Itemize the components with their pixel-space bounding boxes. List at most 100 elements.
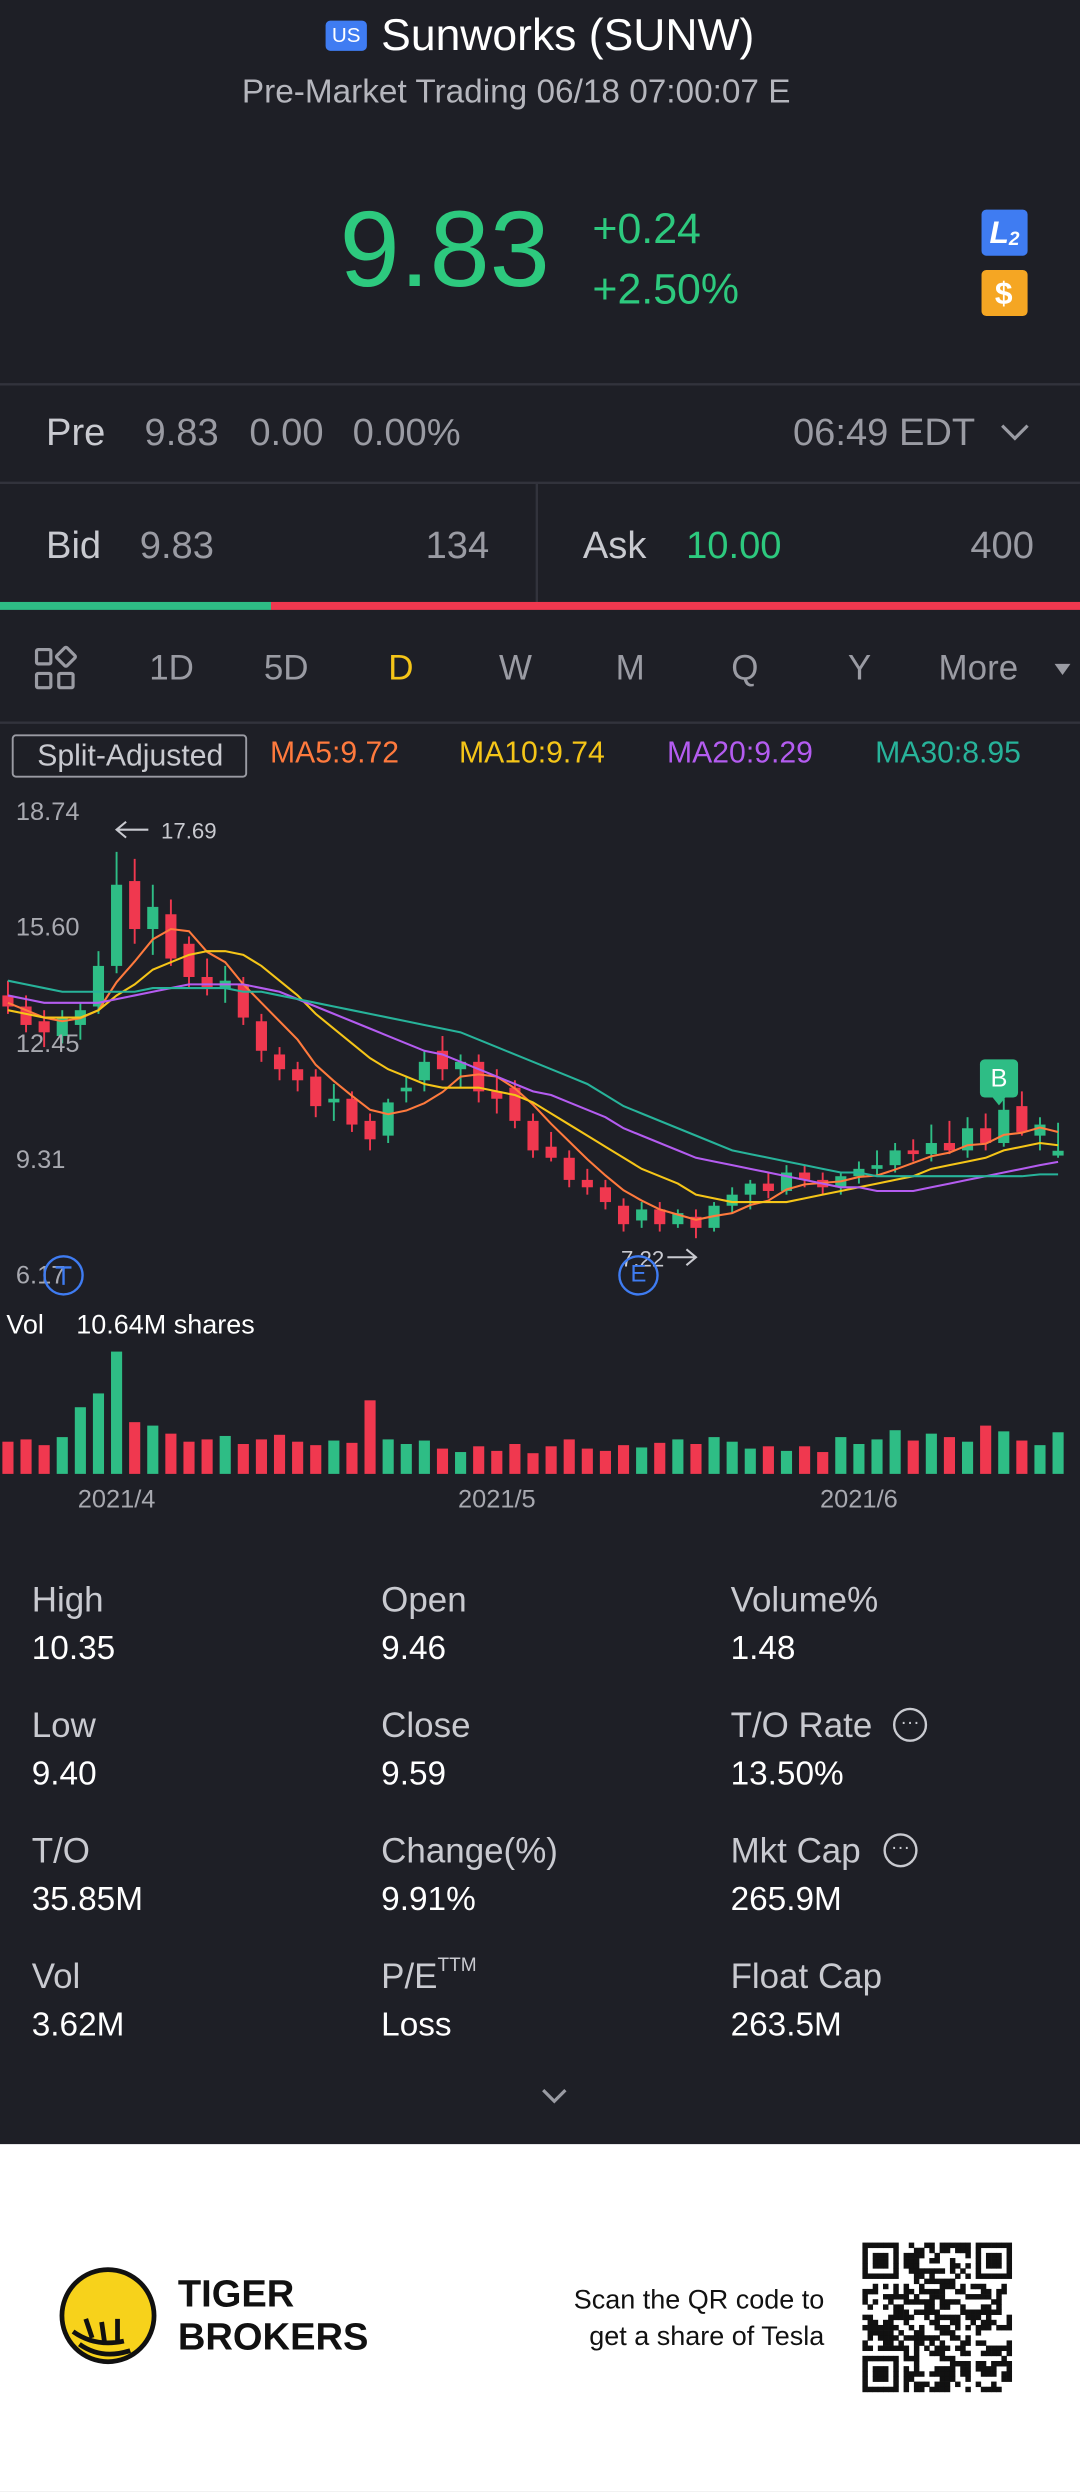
- info-icon[interactable]: [883, 1833, 918, 1868]
- qr-cell: [883, 2386, 889, 2393]
- candle-body: [889, 1150, 901, 1166]
- qr-cell: [867, 2386, 874, 2393]
- qr-cell: [1001, 2283, 1007, 2290]
- volume-bar: [273, 1434, 286, 1474]
- qr-cell: [939, 2371, 946, 2377]
- volume-bar: [400, 1443, 412, 1474]
- qr-cell: [934, 2288, 940, 2295]
- event-marker-icon[interactable]: [55, 1266, 72, 1285]
- volume-bar: [726, 1441, 738, 1474]
- split-badge[interactable]: Split-Adjusted: [37, 740, 223, 773]
- qr-cell: [862, 2299, 868, 2305]
- period-tab[interactable]: M: [616, 648, 645, 687]
- background: [0, 0, 1080, 2144]
- volume-bar: [762, 1446, 774, 1474]
- more-arrow[interactable]: [1054, 663, 1071, 675]
- qr-cell: [893, 2335, 899, 2341]
- qr-cell: [888, 2273, 894, 2279]
- volume-bar: [817, 1452, 829, 1474]
- qr-cell: [975, 2324, 982, 2331]
- buy-marker-bg[interactable]: [979, 1059, 1019, 1098]
- pre-price: 9.83: [145, 412, 219, 454]
- volume-bar: [183, 1441, 195, 1474]
- qr-cell: [862, 2273, 868, 2279]
- period-tab[interactable]: W: [499, 648, 532, 687]
- qr-cell: [877, 2376, 884, 2382]
- qr-cell: [893, 2386, 899, 2393]
- level2-badge-bg[interactable]: [981, 209, 1028, 256]
- qr-cell: [944, 2376, 951, 2382]
- qr-cell: [996, 2309, 1002, 2315]
- period-tab[interactable]: More: [939, 648, 1019, 687]
- earnings-marker-ring[interactable]: [618, 1255, 659, 1296]
- qr-cell: [872, 2324, 879, 2331]
- split-badge-box[interactable]: [11, 734, 248, 778]
- qr-cell: [908, 2335, 915, 2341]
- qr-cell: [996, 2304, 1002, 2310]
- qr-cell: [965, 2247, 971, 2254]
- info-dots[interactable]: ···: [901, 1712, 920, 1733]
- qr-cell: [867, 2273, 874, 2279]
- qr-cell: [960, 2309, 966, 2315]
- qr-cell: [903, 2345, 910, 2352]
- qr-cell: [924, 2335, 930, 2341]
- layout-icon[interactable]: [34, 645, 77, 690]
- pre-time[interactable]: 06:49 EDT: [793, 412, 975, 454]
- qr-cell: [955, 2345, 961, 2352]
- stat-label-text: Change(%): [381, 1832, 558, 1871]
- buy-marker[interactable]: B: [991, 1065, 1008, 1093]
- qr-cell: [934, 2258, 940, 2264]
- volume-bar: [2, 1441, 14, 1474]
- qr-cell: [965, 2252, 971, 2259]
- qr-cell: [924, 2288, 930, 2295]
- qr-cell: [934, 2386, 940, 2393]
- qr-cell: [960, 2304, 966, 2310]
- candle-body: [1052, 1150, 1064, 1156]
- earnings-marker[interactable]: E: [631, 1261, 647, 1288]
- volume-label: Vol: [6, 1309, 44, 1339]
- candle-body: [56, 1017, 68, 1037]
- expand-icon[interactable]: [1001, 424, 1029, 441]
- period-tab[interactable]: D: [388, 648, 413, 687]
- period-tab[interactable]: 1D: [149, 648, 194, 687]
- currency-badge-bg[interactable]: [981, 269, 1028, 317]
- event-marker-ring[interactable]: [43, 1255, 84, 1296]
- volume-bar: [310, 1445, 322, 1474]
- qr-cell: [991, 2299, 997, 2305]
- period-tab[interactable]: Y: [848, 648, 871, 687]
- level2-letter: L: [989, 214, 1008, 250]
- period-tab[interactable]: 5D: [264, 648, 309, 687]
- info-icon[interactable]: [892, 1707, 928, 1742]
- qr-cell: [862, 2324, 868, 2331]
- x-tick-label: 2021/4: [78, 1486, 156, 1514]
- qr-cell: [862, 2360, 868, 2367]
- stock-title: Sunworks (SUNW): [381, 11, 754, 60]
- qr-cell: [975, 2381, 982, 2388]
- qr-cell: [985, 2350, 992, 2357]
- qr-cell: [985, 2252, 992, 2259]
- qr-cell: [965, 2360, 971, 2367]
- qr-cell: [867, 2242, 874, 2249]
- qr-cell: [1006, 2324, 1013, 2331]
- qr-cell: [934, 2381, 940, 2388]
- info-dots[interactable]: ···: [891, 1838, 910, 1859]
- qr-cell: [888, 2345, 894, 2352]
- qr-cell: [1006, 2273, 1013, 2279]
- qr-cell: [955, 2247, 961, 2254]
- volume-bar: [455, 1452, 467, 1474]
- stat-value: 10.35: [32, 1630, 115, 1667]
- currency-badge[interactable]: $: [995, 275, 1013, 311]
- qr-cell: [996, 2258, 1002, 2264]
- qr-cell: [913, 2386, 920, 2393]
- level2-badge[interactable]: L2: [989, 214, 1019, 250]
- qr-cell: [980, 2283, 987, 2290]
- expand-stats[interactable]: [542, 2088, 567, 2104]
- qr-cell: [929, 2386, 935, 2393]
- qr-cell: [939, 2268, 946, 2274]
- volume-total: 10.64M shares: [76, 1309, 255, 1339]
- qr-cell: [996, 2273, 1002, 2279]
- candle-body: [237, 984, 249, 1018]
- qr-cell: [877, 2371, 884, 2377]
- candle-body: [654, 1209, 666, 1225]
- period-tab[interactable]: Q: [731, 648, 758, 687]
